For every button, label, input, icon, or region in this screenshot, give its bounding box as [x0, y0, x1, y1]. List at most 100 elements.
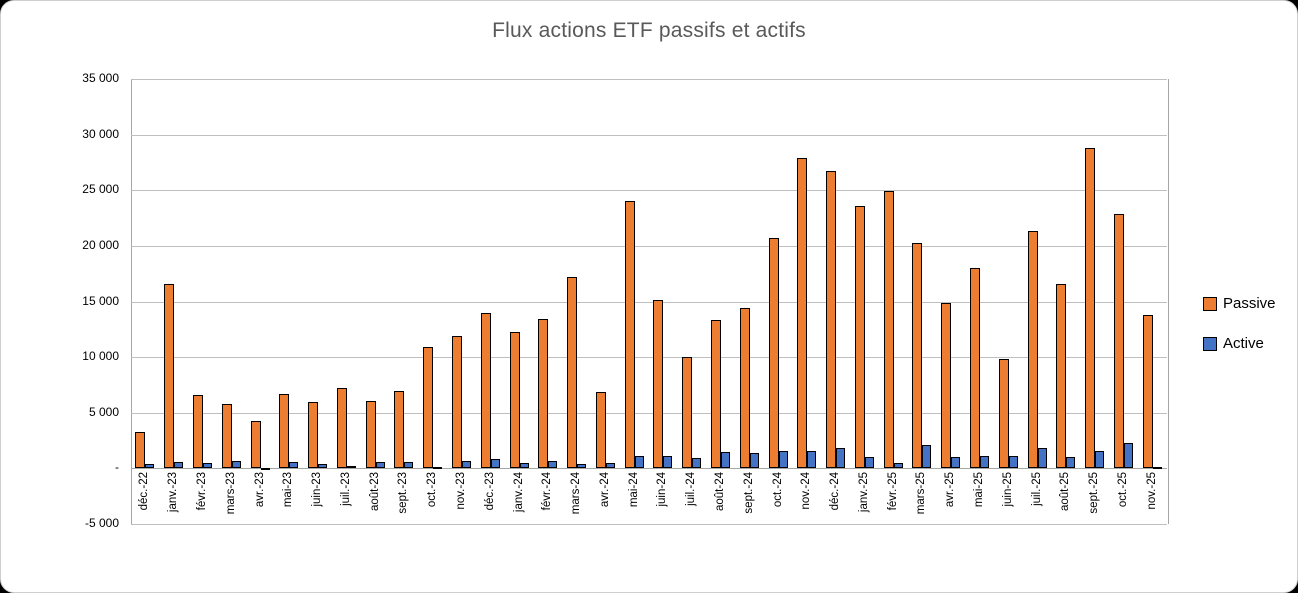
- bar-active: [490, 459, 500, 469]
- bar-passive: [509, 331, 520, 469]
- x-axis-label: déc.-23: [483, 472, 496, 511]
- bar-active: [1008, 456, 1018, 469]
- bar-active: [864, 457, 874, 469]
- bar-passive: [279, 393, 290, 469]
- x-axis-label: janv.-24: [512, 472, 525, 513]
- bar-passive: [653, 300, 664, 469]
- bar-active: [893, 462, 903, 469]
- bar-active: [749, 452, 759, 469]
- legend-label: Passive: [1223, 295, 1276, 312]
- bar-active: [577, 464, 587, 469]
- x-axis-label: févr.-24: [541, 472, 554, 511]
- x-axis-label: juin-25: [1001, 472, 1014, 507]
- x-axis-label: avr.-25: [944, 472, 957, 508]
- x-axis-label: août-24: [713, 472, 726, 512]
- x-axis-label: juil.-23: [339, 472, 352, 507]
- bar-passive: [1113, 213, 1124, 469]
- x-axis-label: sept.-24: [742, 472, 755, 514]
- gridline: [131, 524, 1167, 525]
- chart-title: Flux actions ETF passifs et actifs: [492, 19, 806, 42]
- bar-active: [778, 450, 788, 469]
- x-axis-label: mars-25: [915, 472, 928, 515]
- y-axis-label: -5 000: [84, 516, 119, 530]
- bar-active: [922, 445, 932, 469]
- y-axis-label: 10 000: [82, 349, 119, 364]
- bar-active: [1066, 457, 1076, 469]
- bar-active: [346, 465, 356, 469]
- bar-passive: [250, 420, 261, 469]
- x-axis-label: août-25: [1059, 472, 1072, 512]
- gridline: [131, 301, 1167, 303]
- x-axis-label: déc.-22: [138, 472, 151, 511]
- bar-active: [951, 457, 961, 469]
- x-axis-label: mai-24: [627, 472, 640, 508]
- bar-passive: [826, 171, 837, 469]
- active-swatch-icon: [1203, 336, 1217, 351]
- x-axis-label: avr.-23: [253, 472, 266, 508]
- bar-active: [433, 467, 443, 470]
- passive-swatch-icon: [1203, 296, 1217, 311]
- bar-active: [692, 458, 702, 469]
- bar-passive: [480, 312, 491, 469]
- bar-passive: [595, 391, 606, 469]
- x-axis-label: nov.-23: [454, 472, 467, 510]
- gridline: [131, 357, 1167, 359]
- bar-passive: [969, 268, 980, 469]
- bar-passive: [538, 319, 549, 469]
- x-axis-label: nov.-24: [800, 472, 813, 510]
- bar-passive: [308, 401, 319, 469]
- bar-passive: [394, 390, 405, 469]
- x-axis-label: déc.-24: [829, 472, 842, 511]
- x-axis-label: mars-23: [224, 472, 237, 515]
- legend-label: Active: [1223, 335, 1264, 352]
- bar-passive: [941, 302, 952, 469]
- x-axis-label: janv.-23: [167, 472, 180, 513]
- x-axis-label: oct.-23: [426, 472, 439, 508]
- bar-active: [1037, 448, 1047, 469]
- y-axis-label: 30 000: [82, 126, 119, 141]
- bar-passive: [1027, 231, 1038, 469]
- bar-active: [548, 461, 558, 469]
- x-axis-label: nov.-25: [1145, 472, 1158, 510]
- x-axis-label: janv.-25: [857, 472, 870, 513]
- y-axis-label: 35 000: [82, 71, 119, 85]
- bar-active: [1152, 467, 1162, 470]
- bar-passive: [423, 347, 434, 469]
- bar-passive: [797, 157, 808, 469]
- gridline: [131, 190, 1167, 192]
- bar-active: [174, 461, 184, 469]
- bar-active: [807, 450, 817, 469]
- bar-passive: [135, 431, 146, 469]
- bar-passive: [682, 357, 693, 469]
- bar-passive: [710, 320, 721, 469]
- bar-passive: [883, 191, 894, 469]
- bar-passive: [567, 277, 578, 469]
- bar-passive: [221, 403, 232, 469]
- bar-active: [634, 456, 644, 469]
- bar-passive: [998, 359, 1009, 469]
- y-axis-label: 5 000: [88, 404, 119, 419]
- bar-active: [375, 461, 385, 469]
- x-axis-label: févr.-25: [886, 472, 899, 511]
- bar-passive: [192, 394, 203, 469]
- bar-passive: [451, 335, 462, 469]
- gridline: [131, 245, 1167, 247]
- bar-passive: [1056, 283, 1067, 469]
- x-axis-label: févr.-23: [195, 472, 208, 511]
- bar-passive: [164, 283, 175, 469]
- gridline: [131, 79, 1167, 80]
- bar-passive: [1142, 314, 1153, 469]
- gridline: [131, 412, 1167, 414]
- legend: Passive Active: [1203, 295, 1276, 352]
- y-axis-label: 25 000: [82, 182, 119, 197]
- x-axis-label: mars-24: [570, 472, 583, 515]
- x-axis-label: oct.-24: [771, 472, 784, 508]
- bar-active: [202, 462, 212, 469]
- bar-passive: [365, 400, 376, 469]
- bar-passive: [854, 205, 865, 469]
- bar-passive: [336, 388, 347, 469]
- x-axis-label: mai-23: [282, 472, 295, 508]
- bar-passive: [624, 201, 635, 469]
- legend-item-passive: Passive: [1203, 295, 1276, 312]
